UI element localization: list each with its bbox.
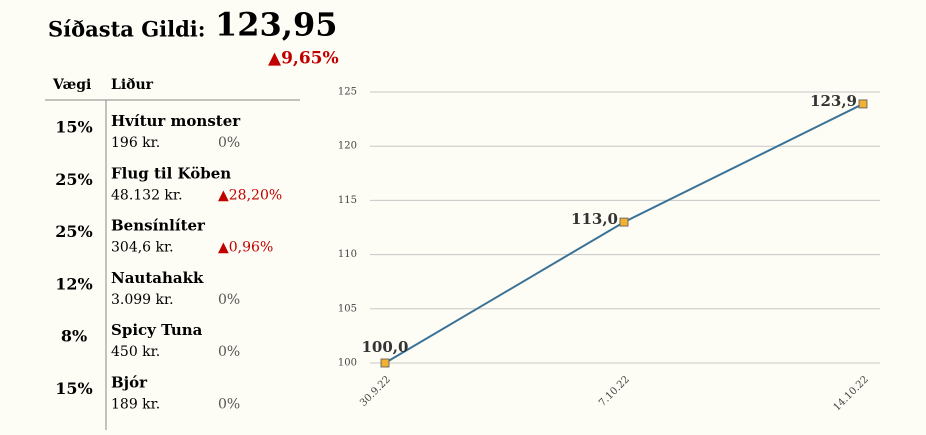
y-tick-label: 125 xyxy=(338,87,357,98)
header-label: Síðasta Gildi: xyxy=(48,17,206,42)
row-price: 48.132 kr. xyxy=(111,187,183,203)
marker xyxy=(858,99,868,109)
data-label: 123,9 xyxy=(810,92,857,110)
row-price: 304,6 kr. xyxy=(111,240,174,256)
row-name: Bjór xyxy=(111,374,148,392)
data-label: 113,0 xyxy=(571,210,618,228)
row-name: Nautahakk xyxy=(111,269,204,287)
marker xyxy=(380,358,390,368)
y-tick-label: 110 xyxy=(338,249,357,260)
row-weight: 12% xyxy=(55,274,92,293)
marker xyxy=(619,217,629,227)
row-weight: 15% xyxy=(55,379,92,398)
row-change: 0% xyxy=(218,397,240,413)
row-weight: 15% xyxy=(55,118,92,137)
row-price: 189 kr. xyxy=(111,397,160,413)
row-name: Bensínlíter xyxy=(111,217,206,235)
row-name: Flug til Köben xyxy=(111,164,231,182)
row-weight: 25% xyxy=(55,170,92,189)
row-price: 196 kr. xyxy=(111,135,160,151)
row-price: 450 kr. xyxy=(111,344,160,360)
y-tick-label: 120 xyxy=(338,141,357,152)
header-change: ▲9,65% xyxy=(268,49,339,69)
row-price: 3.099 kr. xyxy=(111,292,174,308)
y-tick-label: 105 xyxy=(338,303,357,314)
row-name: Spicy Tuna xyxy=(111,321,203,339)
row-change: ▲28,20% xyxy=(218,187,282,203)
row-change: 0% xyxy=(218,135,240,151)
row-weight: 25% xyxy=(55,222,92,241)
data-label: 100,0 xyxy=(362,338,409,356)
row-change: ▲0,96% xyxy=(218,240,273,256)
y-tick-label: 115 xyxy=(338,195,357,206)
row-change: 0% xyxy=(218,292,240,308)
column-header: Vægi xyxy=(52,77,91,93)
column-header: Liður xyxy=(111,77,154,93)
y-tick-label: 100 xyxy=(338,358,357,369)
header-value: 123,95 xyxy=(215,6,337,44)
row-name: Hvítur monster xyxy=(111,112,241,130)
row-weight: 8% xyxy=(61,327,87,346)
row-change: 0% xyxy=(218,344,240,360)
